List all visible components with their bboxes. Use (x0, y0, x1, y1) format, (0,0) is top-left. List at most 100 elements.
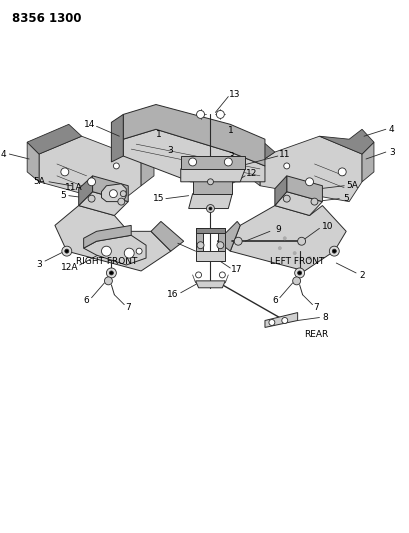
Text: 4: 4 (0, 150, 6, 158)
Circle shape (109, 271, 113, 275)
Circle shape (206, 205, 214, 213)
Circle shape (104, 277, 112, 285)
Circle shape (101, 246, 111, 256)
Text: 1: 1 (228, 126, 234, 135)
Circle shape (297, 271, 301, 275)
Text: 6: 6 (271, 296, 277, 305)
Text: 8: 8 (322, 313, 328, 322)
Circle shape (292, 252, 295, 255)
Polygon shape (361, 142, 373, 182)
Circle shape (305, 178, 313, 186)
Polygon shape (195, 228, 202, 251)
Circle shape (129, 256, 133, 260)
Circle shape (268, 319, 274, 326)
Circle shape (124, 242, 128, 245)
Polygon shape (27, 142, 39, 182)
Circle shape (88, 178, 95, 186)
Circle shape (209, 207, 211, 210)
Circle shape (297, 242, 300, 245)
Text: 9: 9 (274, 225, 280, 234)
Text: 15: 15 (153, 194, 164, 203)
Polygon shape (27, 124, 81, 154)
Circle shape (62, 246, 72, 256)
Polygon shape (247, 139, 274, 162)
Circle shape (297, 237, 305, 245)
Circle shape (197, 242, 204, 249)
Circle shape (195, 272, 201, 278)
Polygon shape (195, 251, 225, 261)
Text: 11: 11 (279, 150, 290, 158)
Text: 5A: 5A (33, 177, 45, 187)
Text: 16: 16 (166, 290, 178, 299)
Polygon shape (123, 104, 264, 166)
Text: 17: 17 (230, 265, 241, 274)
Circle shape (278, 247, 281, 249)
Circle shape (136, 248, 142, 254)
Text: 6: 6 (83, 296, 89, 305)
Circle shape (281, 318, 287, 324)
Polygon shape (192, 179, 231, 193)
Text: 2: 2 (197, 249, 203, 259)
Circle shape (283, 195, 290, 202)
Circle shape (310, 198, 317, 205)
Circle shape (106, 268, 116, 278)
Polygon shape (141, 152, 154, 186)
Circle shape (124, 248, 134, 258)
Polygon shape (264, 312, 297, 327)
Polygon shape (286, 176, 321, 201)
Circle shape (283, 163, 289, 169)
Circle shape (88, 195, 95, 202)
Text: 3: 3 (388, 148, 394, 157)
Circle shape (196, 110, 204, 118)
Polygon shape (111, 115, 123, 162)
Circle shape (337, 168, 345, 176)
Circle shape (234, 237, 242, 245)
Polygon shape (274, 192, 321, 215)
Text: 14: 14 (84, 120, 95, 129)
Circle shape (188, 158, 196, 166)
Circle shape (216, 110, 224, 118)
Text: 12A: 12A (61, 263, 79, 272)
Polygon shape (230, 206, 345, 271)
Circle shape (61, 168, 69, 176)
Circle shape (207, 179, 213, 185)
Polygon shape (128, 142, 154, 162)
Circle shape (332, 249, 335, 253)
Text: 3: 3 (228, 151, 234, 160)
Polygon shape (195, 228, 225, 233)
Polygon shape (195, 281, 225, 288)
Text: 5: 5 (60, 191, 65, 200)
Text: 3: 3 (36, 260, 42, 269)
Polygon shape (83, 235, 146, 265)
Text: 8356 1300: 8356 1300 (12, 12, 82, 26)
Text: 5A: 5A (345, 181, 357, 190)
Polygon shape (92, 176, 128, 201)
Circle shape (117, 198, 124, 205)
Text: 2: 2 (358, 271, 364, 280)
Text: 12: 12 (246, 169, 257, 179)
Polygon shape (79, 176, 92, 206)
Text: 11A: 11A (65, 183, 82, 192)
Circle shape (216, 242, 223, 249)
Circle shape (224, 158, 231, 166)
Text: 4: 4 (388, 125, 393, 134)
Polygon shape (123, 130, 264, 182)
Polygon shape (247, 152, 259, 186)
Polygon shape (79, 192, 128, 215)
Circle shape (219, 272, 225, 278)
Circle shape (110, 237, 112, 240)
Circle shape (292, 277, 300, 285)
Circle shape (328, 246, 338, 256)
Circle shape (65, 249, 69, 253)
Polygon shape (217, 221, 240, 251)
Text: REAR: REAR (304, 330, 328, 339)
Polygon shape (274, 176, 286, 206)
Text: 7: 7 (125, 303, 131, 312)
Polygon shape (259, 136, 361, 201)
Circle shape (307, 256, 310, 260)
Text: LEFT FRONT: LEFT FRONT (270, 256, 324, 265)
Text: 5: 5 (342, 194, 348, 203)
Circle shape (283, 237, 285, 240)
Circle shape (100, 247, 103, 249)
Circle shape (113, 163, 119, 169)
